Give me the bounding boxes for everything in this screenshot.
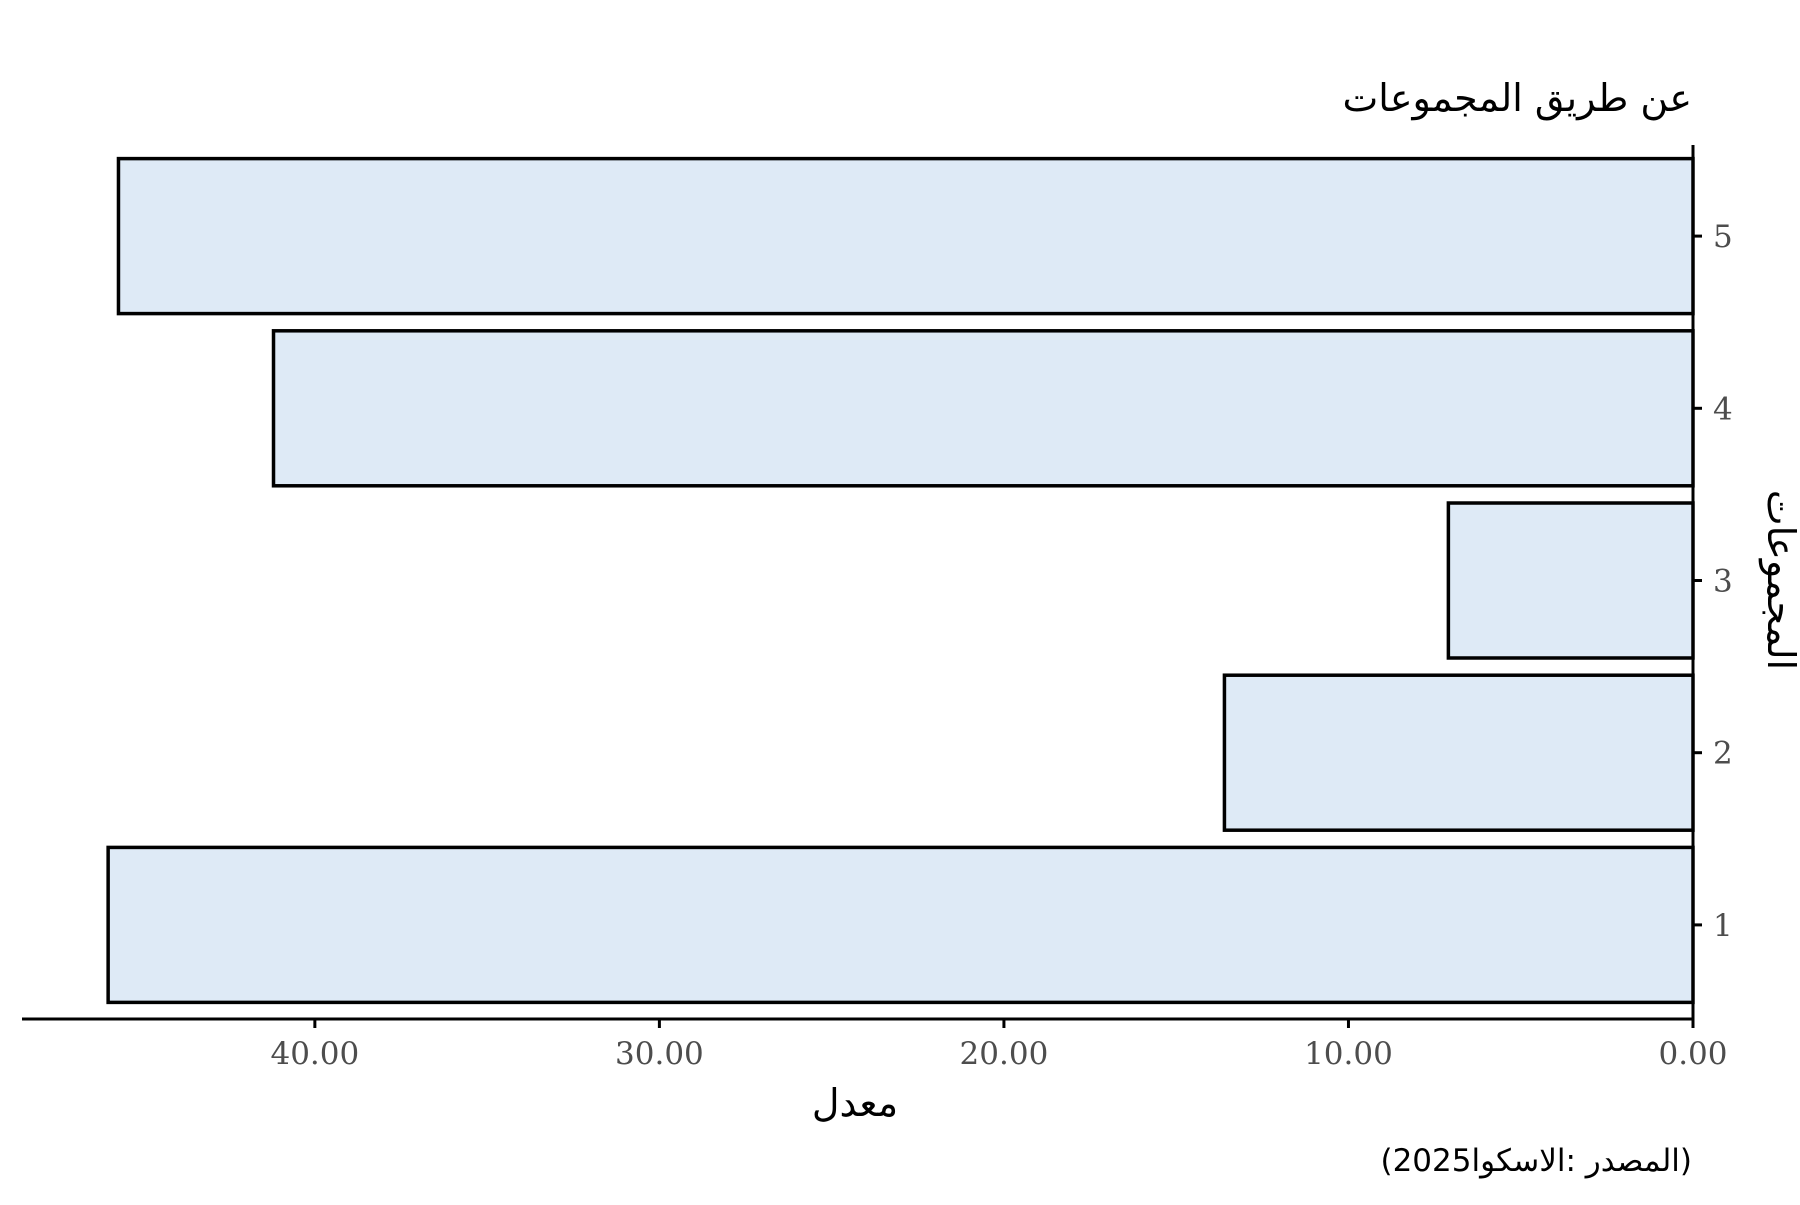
x-tick-label: 40.00 xyxy=(270,1036,359,1072)
x-tick-label: 20.00 xyxy=(960,1036,1049,1072)
chart-title: عن طريق المجموعات xyxy=(1343,76,1693,121)
x-ticks-group: 0.00 10.00 20.00 30.00 40.00 xyxy=(270,1019,1728,1072)
x-axis-label: معدل xyxy=(812,1081,898,1125)
bar-group-5 xyxy=(116,156,1695,316)
y-tick-label: 5 xyxy=(1713,219,1733,255)
bar-group-3 xyxy=(1446,501,1695,660)
y-tick-label: 2 xyxy=(1713,736,1733,772)
x-tick-label: 30.00 xyxy=(615,1036,704,1072)
bar-group-1 xyxy=(106,845,1695,1005)
y-tick-label: 4 xyxy=(1713,391,1733,427)
bar-group-4 xyxy=(271,329,1695,488)
y-axis-label: المجموعات xyxy=(1758,490,1800,670)
x-tick-label: 0.00 xyxy=(1658,1036,1727,1072)
y-tick-label: 3 xyxy=(1713,564,1733,600)
y-tick-label: 1 xyxy=(1713,908,1733,944)
y-ticks-group: 1 2 3 4 5 xyxy=(1693,219,1733,944)
bars-group xyxy=(106,156,1695,1005)
bar-group-2 xyxy=(1222,673,1695,832)
chart-caption: (2025المصدر :الاسكوا) xyxy=(1380,1143,1692,1179)
x-tick-label: 10.00 xyxy=(1304,1036,1393,1072)
